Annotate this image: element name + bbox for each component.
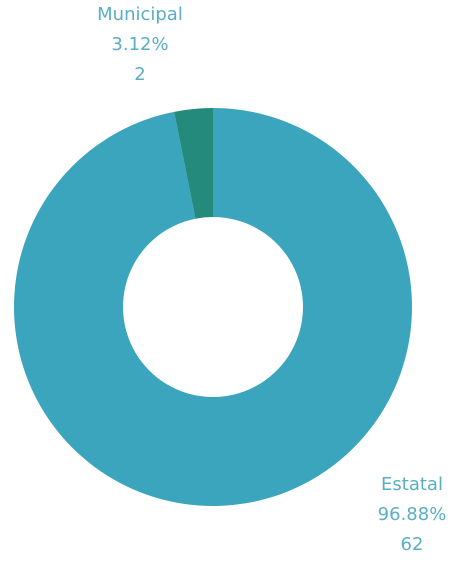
- slice-estatal-percent-label: 96.88%: [378, 504, 447, 525]
- donut-slices: [13, 108, 413, 506]
- slice-municipal-name-label: Municipal: [97, 4, 183, 25]
- slice-estatal-value-label: 62: [401, 534, 424, 555]
- donut-labels: Estatal 96.88% 62 Municipal 3.12% 2: [97, 4, 446, 555]
- slice-municipal-percent-label: 3.12%: [111, 34, 168, 55]
- slice-municipal-value-label: 2: [134, 64, 145, 85]
- slice-municipal[interactable]: [174, 108, 213, 219]
- slice-estatal-name-label: Estatal: [381, 474, 443, 495]
- slice-estatal[interactable]: [13, 108, 413, 506]
